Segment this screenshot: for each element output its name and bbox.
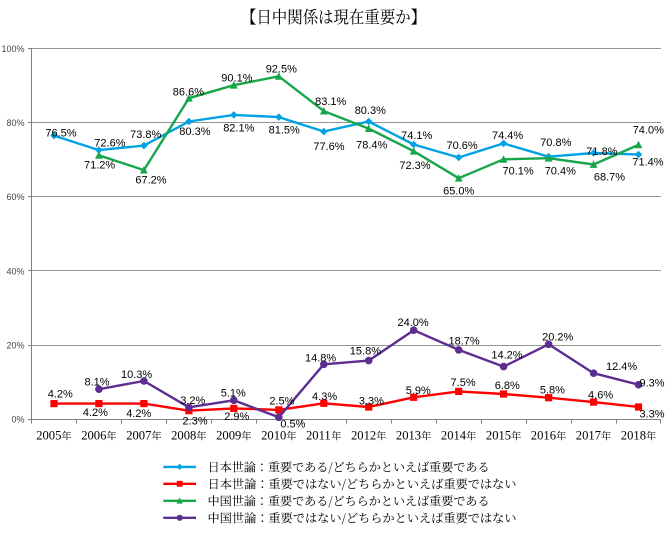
svg-text:2013: 2013	[396, 429, 421, 443]
svg-text:15.8%: 15.8%	[350, 346, 381, 358]
svg-text:2014: 2014	[441, 429, 467, 443]
svg-text:7.5%: 7.5%	[451, 377, 476, 389]
svg-text:9.3%: 9.3%	[639, 378, 664, 390]
svg-text:4.2%: 4.2%	[48, 389, 73, 401]
svg-text:2015: 2015	[486, 429, 511, 443]
svg-text:73.8%: 73.8%	[130, 129, 161, 141]
svg-text:2005: 2005	[36, 429, 61, 443]
svg-text:0%: 0%	[11, 415, 24, 425]
svg-text:70.4%: 70.4%	[545, 166, 576, 178]
svg-text:12.4%: 12.4%	[606, 361, 637, 373]
svg-text:92.5%: 92.5%	[266, 63, 297, 75]
svg-text:2.3%: 2.3%	[183, 415, 208, 427]
svg-text:68.7%: 68.7%	[594, 172, 625, 184]
svg-text:71.8%: 71.8%	[586, 146, 617, 158]
svg-text:24.0%: 24.0%	[397, 317, 428, 329]
svg-text:72.6%: 72.6%	[94, 137, 125, 149]
svg-text:2016: 2016	[531, 429, 556, 443]
svg-text:67.2%: 67.2%	[135, 175, 166, 187]
svg-text:10.3%: 10.3%	[121, 369, 152, 381]
svg-text:20%: 20%	[6, 341, 24, 351]
svg-text:4.2%: 4.2%	[126, 408, 151, 420]
svg-text:2012: 2012	[351, 429, 376, 443]
svg-text:2010: 2010	[261, 429, 286, 443]
svg-text:82.1%: 82.1%	[223, 122, 254, 134]
svg-text:4.3%: 4.3%	[312, 391, 337, 403]
svg-text:4.6%: 4.6%	[588, 390, 613, 402]
svg-text:2011: 2011	[306, 429, 331, 443]
svg-text:0.5%: 0.5%	[280, 418, 305, 430]
svg-text:81.5%: 81.5%	[269, 125, 300, 137]
svg-text:74.0%: 74.0%	[633, 125, 664, 137]
svg-text:2.9%: 2.9%	[224, 411, 249, 423]
svg-text:40%: 40%	[6, 266, 24, 276]
svg-text:77.6%: 77.6%	[313, 141, 344, 153]
svg-text:3.3%: 3.3%	[359, 396, 384, 408]
svg-text:2006: 2006	[81, 429, 106, 443]
svg-text:70.8%: 70.8%	[540, 137, 571, 149]
svg-text:71.2%: 71.2%	[84, 159, 115, 171]
svg-text:100%: 100%	[1, 44, 24, 54]
svg-text:6.8%: 6.8%	[495, 380, 520, 392]
svg-text:4.2%: 4.2%	[83, 407, 108, 419]
svg-text:2008: 2008	[171, 429, 196, 443]
svg-text:86.6%: 86.6%	[173, 87, 204, 99]
svg-text:2017: 2017	[576, 429, 601, 443]
svg-text:20.2%: 20.2%	[542, 331, 573, 343]
svg-text:83.1%: 83.1%	[315, 96, 346, 108]
svg-text:76.5%: 76.5%	[45, 128, 76, 140]
svg-text:3.3%: 3.3%	[639, 409, 664, 421]
svg-text:71.4%: 71.4%	[632, 157, 663, 169]
svg-text:8.1%: 8.1%	[84, 377, 109, 389]
svg-text:80.3%: 80.3%	[355, 105, 386, 117]
svg-text:80.3%: 80.3%	[179, 126, 210, 138]
svg-text:70.6%: 70.6%	[446, 140, 477, 152]
svg-text:2007: 2007	[126, 429, 151, 443]
svg-text:2018: 2018	[621, 429, 646, 443]
svg-text:74.1%: 74.1%	[401, 130, 432, 142]
svg-text:90.1%: 90.1%	[221, 72, 252, 84]
svg-text:2.5%: 2.5%	[269, 395, 294, 407]
svg-text:78.4%: 78.4%	[356, 140, 387, 152]
svg-text:80%: 80%	[6, 118, 24, 128]
svg-text:5.9%: 5.9%	[406, 385, 431, 397]
svg-text:2009: 2009	[216, 429, 241, 443]
svg-text:18.7%: 18.7%	[448, 335, 479, 347]
svg-text:65.0%: 65.0%	[443, 185, 474, 197]
svg-text:74.4%: 74.4%	[492, 130, 523, 142]
svg-text:70.1%: 70.1%	[502, 166, 533, 178]
svg-text:5.8%: 5.8%	[540, 385, 565, 397]
svg-text:14.8%: 14.8%	[305, 353, 336, 365]
svg-text:72.3%: 72.3%	[399, 160, 430, 172]
svg-text:3.2%: 3.2%	[180, 395, 205, 407]
svg-text:14.2%: 14.2%	[491, 349, 522, 361]
svg-text:60%: 60%	[6, 192, 24, 202]
svg-text:5.1%: 5.1%	[221, 388, 246, 400]
